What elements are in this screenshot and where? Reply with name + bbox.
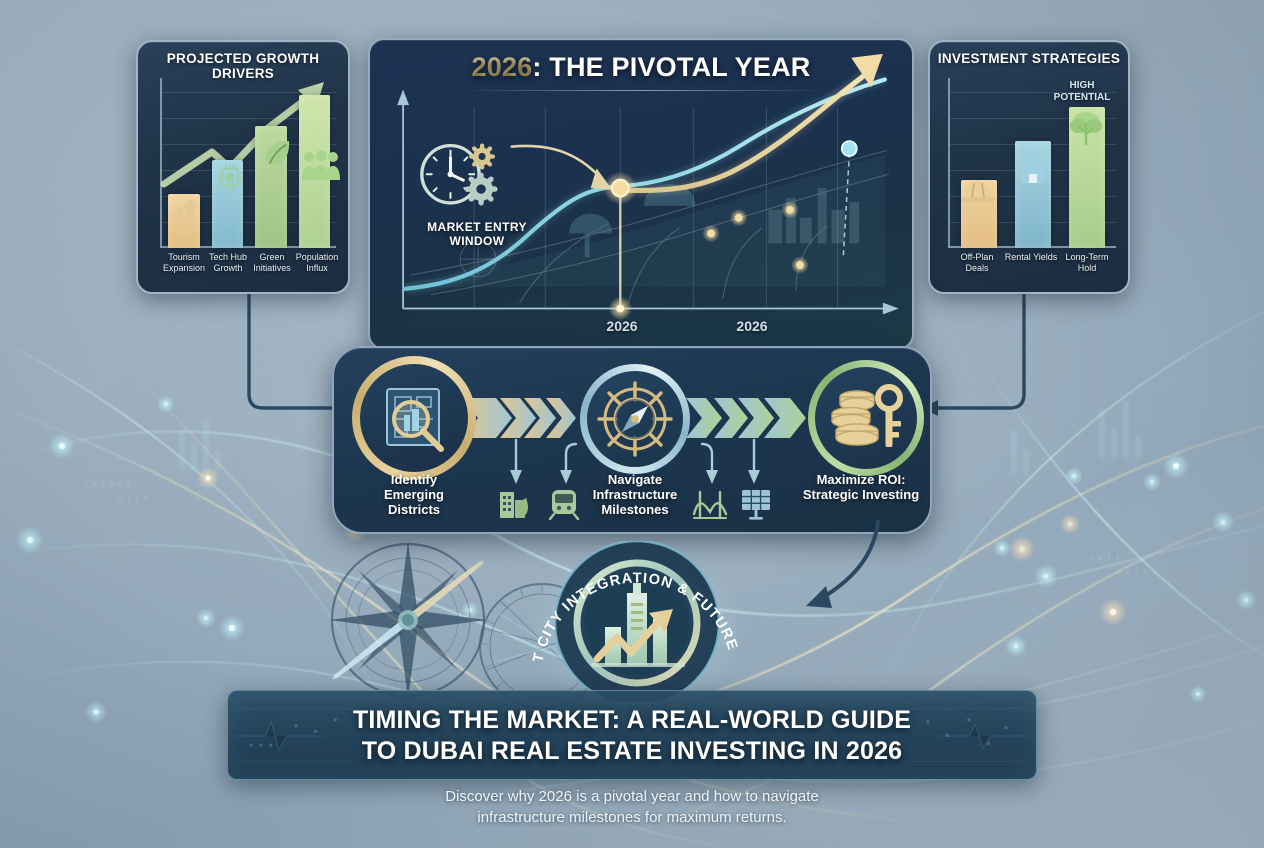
bottom-title-banner: TIMING THE MARKET: A REAL-WORLD GUIDE TO… (227, 690, 1037, 780)
hard-hat-icon (961, 181, 995, 202)
panel-pivotal-year-hero: 2026: THE PIVOTAL YEAR (368, 38, 914, 350)
compass-rose-graphic (330, 542, 605, 709)
process-chevrons (462, 398, 806, 521)
step-circle-navigate[interactable] (580, 364, 690, 474)
ship-wheel-compass-icon (597, 381, 673, 457)
banner-tech-texture (236, 708, 1028, 762)
pivotal-year-chart (397, 53, 899, 321)
solar-panel-icon (742, 490, 770, 520)
left-panel-title: PROJECTED GROWTH DRIVERS (166, 51, 320, 81)
subtitle-line-2: infrastructure milestones for maximum re… (477, 809, 787, 826)
svg-text:1 0 1 0 0 1: 1 0 1 0 0 1 (84, 480, 130, 488)
banner-title-text: TIMING THE MARKET: A REAL-WORLD GUIDE TO… (228, 705, 1036, 767)
smart-city-badge[interactable]: SMART CITY INTEGRATION & FUTURE VALUE (521, 541, 753, 701)
svg-text:0 1 1 0: 0 1 1 0 (118, 494, 148, 502)
high-potential-callout: HIGH POTENTIAL (1053, 80, 1111, 103)
right-panel-title: INVESTMENT STRATEGIES (937, 51, 1121, 66)
blueprint-magnifier-icon (386, 388, 444, 452)
connector-process-to-badge (806, 520, 880, 608)
step-label-maximize: Maximize ROI: Strategic Investing (802, 472, 920, 502)
clock-gears-icon (420, 143, 498, 206)
bar-tourism-expansion (162, 78, 206, 248)
up-arrows-icon (175, 198, 198, 224)
panel-process-steps: Identify Emerging Districts Navigate Inf… (332, 346, 932, 534)
left-bar-label-0: Tourism Expansion (162, 252, 206, 273)
banner-line-2: TO DUBAI REAL ESTATE INVESTING IN 2026 (361, 737, 903, 765)
right-bar-label-1: Rental Yields (1004, 252, 1058, 262)
step-label-navigate: Navigate Infrastructure Milestones (592, 472, 678, 517)
svg-text:0 0 1 0 1: 0 0 1 0 1 (1118, 568, 1156, 576)
svg-text:1 0 1 1: 1 0 1 1 (1090, 554, 1120, 562)
house-icon (1016, 156, 1050, 183)
city-growth-chart-icon (591, 583, 685, 667)
subtitle-text: Discover why 2026 is a pivotal year and … (300, 786, 964, 828)
center-title-rest: : THE PIVOTAL YEAR (532, 52, 811, 82)
key-icon (875, 384, 903, 447)
step-label-identify: Identify Emerging Districts (384, 472, 444, 517)
suspension-bridge-icon (692, 490, 728, 520)
right-bar-label-2: Long-Term Hold (1065, 252, 1109, 273)
panel-investment-strategies: INVESTMENT STRATEGIES HIGH POTENTIAL (928, 40, 1130, 294)
bar-off-plan-deals (952, 78, 1006, 248)
center-title-year: 2026 (471, 52, 533, 82)
metro-train-icon (548, 490, 580, 521)
left-bar-label-1: Tech Hub Growth (208, 252, 248, 273)
subtitle-line-1: Discover why 2026 is a pivotal year and … (445, 788, 819, 805)
right-bar-label-0: Off-Plan Deals (960, 252, 994, 273)
people-icon (302, 150, 340, 180)
leaf-icon (266, 141, 290, 165)
microchip-icon (217, 164, 243, 190)
title-divider (462, 90, 824, 91)
center-x-label-1: 2026 (736, 318, 768, 334)
buildings-icon (500, 492, 528, 518)
step-circle-maximize[interactable] (808, 360, 924, 476)
coins-key-icon (831, 384, 903, 447)
panel-projected-growth-drivers: PROJECTED GROWTH DRIVERS (136, 40, 350, 294)
tree-icon (1070, 112, 1102, 146)
banner-line-1: TIMING THE MARKET: A REAL-WORLD GUIDE (352, 706, 912, 734)
step-circle-identify[interactable] (352, 356, 476, 480)
center-x-label-0: 2026 (606, 318, 638, 334)
magnifier (392, 400, 444, 452)
left-bar-label-3: Population Influx (295, 252, 339, 273)
left-bar-label-2: Green Initiatives (253, 252, 291, 273)
center-panel-title: 2026: THE PIVOTAL YEAR (370, 52, 912, 83)
market-entry-window-label: MARKET ENTRY WINDOW (427, 220, 527, 248)
